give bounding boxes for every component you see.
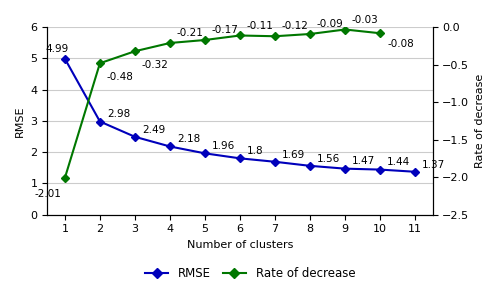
Text: 2.49: 2.49 (142, 125, 165, 135)
RMSE (272, 160, 278, 164)
X-axis label: Number of clusters: Number of clusters (187, 240, 293, 250)
RMSE (202, 152, 208, 155)
Legend: RMSE, Rate of decrease: RMSE, Rate of decrease (140, 263, 360, 285)
Text: 1.44: 1.44 (387, 157, 410, 167)
Y-axis label: RMSE: RMSE (15, 105, 25, 137)
Text: 2.18: 2.18 (177, 134, 200, 144)
Text: -0.11: -0.11 (247, 21, 274, 31)
Rate of decrease (62, 176, 68, 180)
RMSE (132, 135, 138, 139)
Text: 1.56: 1.56 (317, 154, 340, 164)
Text: -0.03: -0.03 (352, 15, 378, 24)
Rate of decrease (307, 32, 313, 36)
Rate of decrease (272, 35, 278, 38)
RMSE (237, 157, 243, 160)
Y-axis label: Rate of decrease: Rate of decrease (475, 74, 485, 168)
Rate of decrease (342, 28, 348, 31)
Text: 2.98: 2.98 (107, 109, 130, 119)
Text: 4.99: 4.99 (46, 44, 68, 54)
Rate of decrease (97, 61, 103, 65)
Rate of decrease (202, 38, 208, 42)
RMSE (97, 120, 103, 123)
Text: -0.08: -0.08 (387, 39, 414, 49)
Rate of decrease (377, 31, 383, 35)
Text: -2.01: -2.01 (34, 189, 61, 199)
Rate of decrease (132, 49, 138, 53)
Text: -0.17: -0.17 (212, 25, 239, 35)
RMSE (307, 164, 313, 168)
Rate of decrease (167, 41, 173, 45)
Text: -0.21: -0.21 (177, 28, 204, 38)
RMSE (167, 145, 173, 148)
RMSE (342, 167, 348, 171)
Text: -0.12: -0.12 (282, 21, 309, 31)
Text: 1.47: 1.47 (352, 157, 375, 166)
RMSE (62, 57, 68, 61)
Line: Rate of decrease: Rate of decrease (62, 26, 383, 181)
Text: -0.32: -0.32 (142, 60, 169, 70)
RMSE (377, 168, 383, 171)
Text: -0.48: -0.48 (107, 72, 134, 82)
Text: 1.69: 1.69 (282, 150, 305, 160)
Text: 1.37: 1.37 (422, 159, 446, 170)
RMSE (412, 170, 418, 173)
Text: 1.8: 1.8 (247, 146, 264, 156)
Line: RMSE: RMSE (62, 56, 418, 175)
Rate of decrease (237, 34, 243, 37)
Text: -0.09: -0.09 (317, 19, 344, 29)
Text: 1.96: 1.96 (212, 141, 235, 151)
